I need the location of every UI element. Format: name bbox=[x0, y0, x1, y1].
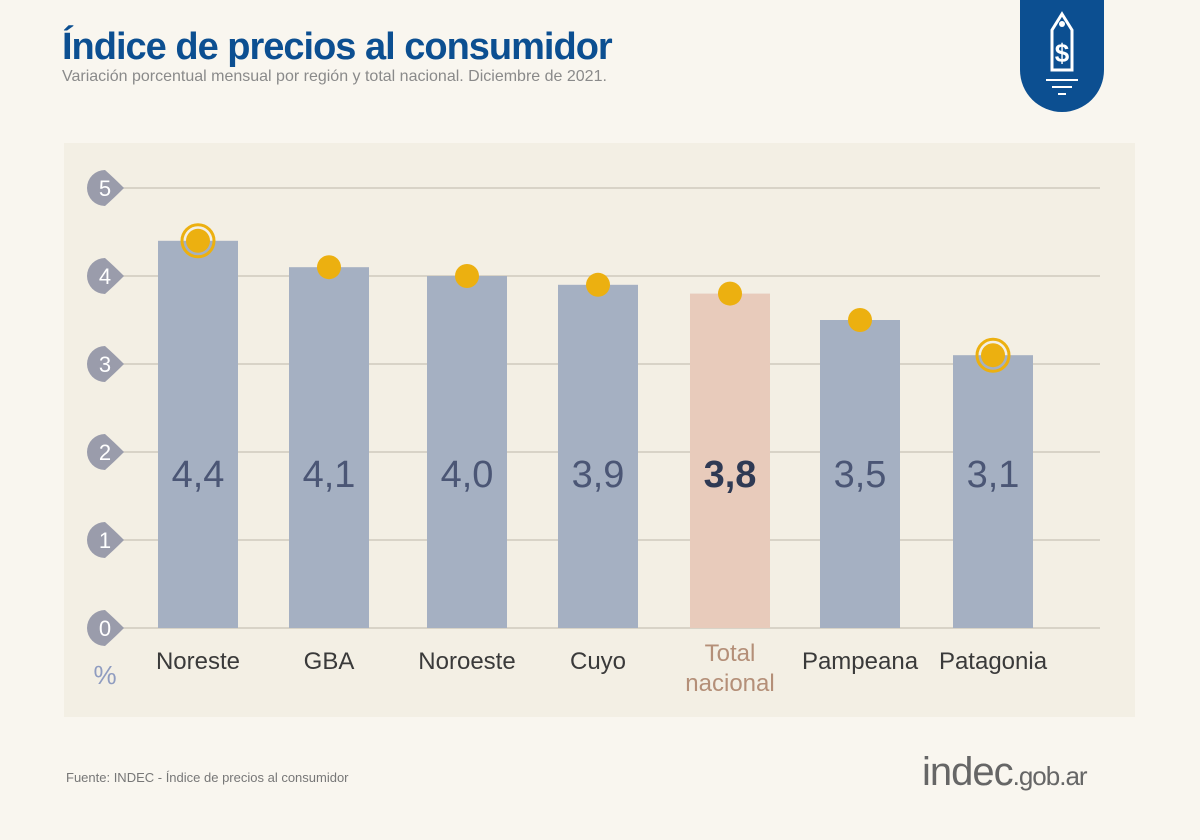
x-tick-label: Cuyo bbox=[570, 648, 626, 675]
page-title: Índice de precios al consumidor bbox=[62, 26, 613, 68]
x-tick-label: Noreste bbox=[156, 648, 240, 675]
data-point bbox=[186, 228, 210, 253]
x-tick-label: nacional bbox=[685, 670, 774, 697]
source-note: Fuente: INDEC - Índice de precios al con… bbox=[66, 770, 349, 785]
x-tick-label: Pampeana bbox=[802, 648, 919, 675]
bar bbox=[158, 240, 238, 629]
y-tick-label: 2 bbox=[99, 440, 111, 465]
data-label: 4,1 bbox=[303, 454, 356, 496]
x-tick-label: Patagonia bbox=[939, 648, 1048, 675]
data-label: 3,9 bbox=[572, 454, 625, 496]
y-tick-label: 1 bbox=[99, 528, 111, 553]
bar bbox=[289, 267, 369, 628]
y-tick-marker bbox=[87, 610, 124, 646]
data-point bbox=[317, 255, 341, 280]
bar bbox=[690, 293, 770, 628]
bar bbox=[558, 284, 638, 628]
price-tag-dollar-icon: $ bbox=[1046, 11, 1078, 95]
page-subtitle: Variación porcentual mensual por región … bbox=[62, 68, 607, 85]
data-label: 3,5 bbox=[834, 454, 887, 496]
y-tick-marker bbox=[87, 434, 124, 470]
indec-logo[interactable]: indec.gob.ar bbox=[922, 750, 1088, 795]
price-tag-badge: $ bbox=[1020, 0, 1104, 112]
data-label: 3,8 bbox=[704, 454, 757, 496]
y-tick-marker bbox=[87, 258, 124, 294]
data-point bbox=[455, 264, 479, 288]
logo-suffix: .gob.ar bbox=[1012, 761, 1088, 791]
logo-main: indec bbox=[922, 750, 1014, 794]
y-tick-marker bbox=[87, 170, 124, 206]
data-label: 3,1 bbox=[967, 454, 1020, 496]
x-tick-label: Noroeste bbox=[418, 648, 515, 675]
x-tick-label: GBA bbox=[304, 648, 355, 675]
data-point bbox=[586, 272, 610, 297]
bar bbox=[953, 355, 1033, 628]
data-point bbox=[718, 281, 742, 306]
svg-text:$: $ bbox=[1055, 38, 1070, 68]
bar bbox=[427, 276, 507, 628]
x-tick-label: Total bbox=[705, 640, 756, 667]
data-point bbox=[848, 308, 872, 332]
y-tick-label: 5 bbox=[99, 176, 111, 201]
data-point bbox=[981, 343, 1005, 368]
data-label: 4,0 bbox=[441, 454, 494, 496]
data-label: 4,4 bbox=[172, 454, 225, 496]
bar bbox=[820, 320, 900, 628]
y-axis-unit: % bbox=[93, 660, 116, 690]
marker-ring bbox=[975, 337, 1011, 373]
y-tick-label: 0 bbox=[99, 616, 111, 641]
y-tick-label: 4 bbox=[99, 264, 111, 289]
y-tick-marker bbox=[87, 346, 124, 382]
marker-ring bbox=[180, 223, 216, 259]
y-tick-label: 3 bbox=[99, 352, 111, 377]
y-tick-marker bbox=[87, 522, 124, 558]
